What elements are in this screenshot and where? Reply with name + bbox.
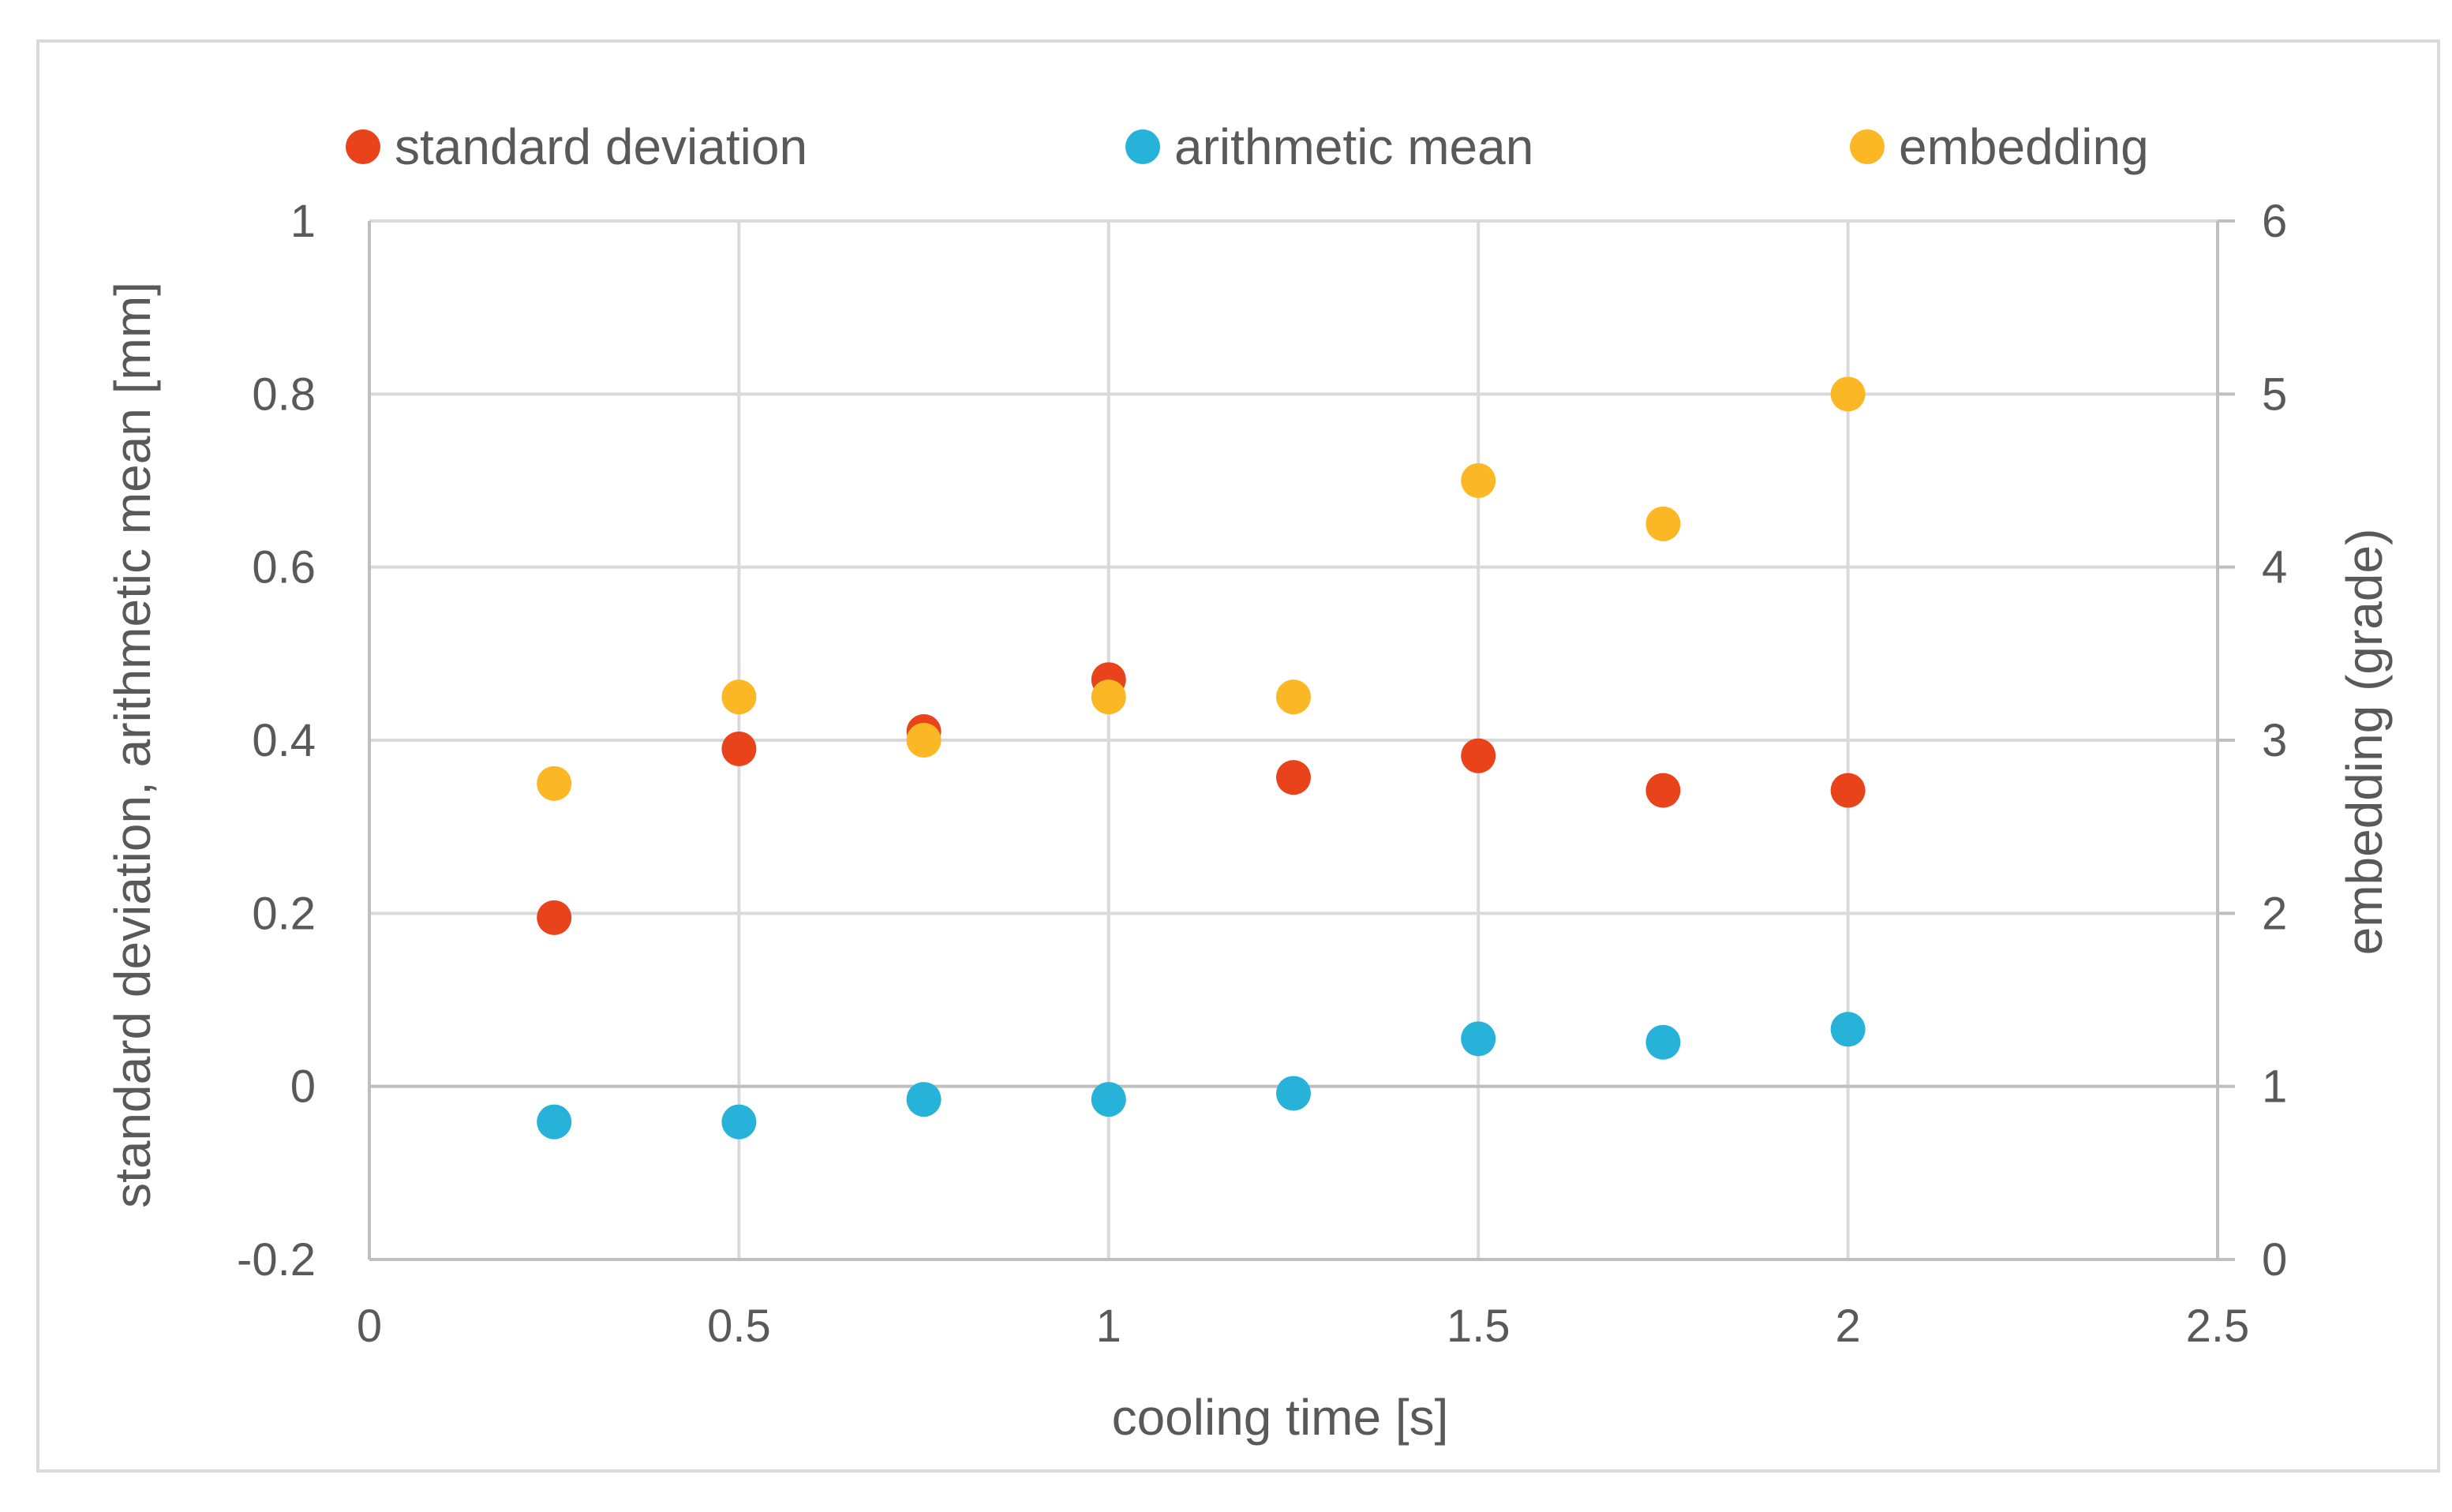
x-tick-label: 2.5 <box>2186 1301 2250 1352</box>
legend: standard deviation arithmetic mean embeddi… <box>346 118 2149 175</box>
embedding-point <box>721 679 757 715</box>
y-left-tick-label: 0.8 <box>252 369 316 420</box>
y-axis-left-title: standard deviation, arithmetic mean [mm] <box>104 282 161 1208</box>
arithmetic-mean-point <box>906 1082 941 1117</box>
embedding-point <box>1830 376 1866 412</box>
embedding-point <box>537 765 572 801</box>
y-left-tick-label: 0.6 <box>252 542 316 593</box>
y-left-tick-label: 1 <box>290 196 316 247</box>
x-tick-label: 1.5 <box>1447 1301 1511 1352</box>
legend-label-standard-deviation: standard deviation <box>395 118 807 175</box>
y-right-tick-label: 0 <box>2262 1234 2287 1286</box>
x-tick-label: 0.5 <box>707 1301 771 1352</box>
y-right-tick-label: 4 <box>2262 542 2287 593</box>
y-right-tick-label: 2 <box>2262 888 2287 939</box>
standard-deviation-point <box>1461 738 1496 773</box>
standard-deviation-point <box>1645 773 1681 808</box>
data-points <box>537 376 1866 1140</box>
arithmetic-mean-point <box>1276 1076 1311 1111</box>
y-left-tick-label: -0.2 <box>237 1234 316 1286</box>
legend-marker-embedding <box>1850 129 1885 164</box>
tick-labels: 0 0.5 1 1.5 2 2.5 -0.2 0 0.2 0.4 0.6 0.8 1 0 1 2 3 4 5 6 <box>237 196 2287 1352</box>
arithmetic-mean-point <box>1461 1021 1496 1057</box>
y-right-tick-label: 5 <box>2262 369 2287 420</box>
arithmetic-mean-point <box>1830 1012 1866 1047</box>
embedding-point <box>906 723 941 758</box>
x-axis-title: cooling time [s] <box>1112 1389 1449 1446</box>
y-axis-right-title: embedding (grade) <box>2336 529 2393 956</box>
standard-deviation-point <box>1830 773 1866 808</box>
arithmetic-mean-point <box>1091 1082 1126 1117</box>
chart-frame <box>36 39 2440 1473</box>
arithmetic-mean-point <box>537 1104 572 1140</box>
arithmetic-mean-point <box>1645 1024 1681 1060</box>
y-left-tick-label: 0 <box>290 1061 316 1113</box>
arithmetic-mean-point <box>721 1104 757 1140</box>
embedding-point <box>1276 679 1311 715</box>
legend-label-embedding: embedding <box>1899 118 2149 175</box>
standard-deviation-point <box>721 731 757 766</box>
y-left-tick-label: 0.2 <box>252 888 316 939</box>
x-tick-label: 1 <box>1096 1301 1121 1352</box>
axes <box>368 219 2235 1261</box>
standard-deviation-point <box>537 900 572 935</box>
y-left-tick-label: 0.4 <box>252 715 316 766</box>
embedding-point <box>1091 679 1126 715</box>
y-right-tick-label: 3 <box>2262 715 2287 766</box>
legend-marker-standard-deviation <box>346 129 380 164</box>
embedding-point <box>1645 506 1681 541</box>
legend-marker-arithmetic-mean <box>1125 129 1160 164</box>
legend-label-arithmetic-mean: arithmetic mean <box>1174 118 1533 175</box>
standard-deviation-point <box>1276 760 1311 795</box>
y-right-tick-label: 6 <box>2262 196 2287 247</box>
embedding-point <box>1461 463 1496 498</box>
x-tick-label: 0 <box>357 1301 382 1352</box>
y-right-tick-label: 1 <box>2262 1061 2287 1113</box>
x-tick-label: 2 <box>1835 1301 1860 1352</box>
